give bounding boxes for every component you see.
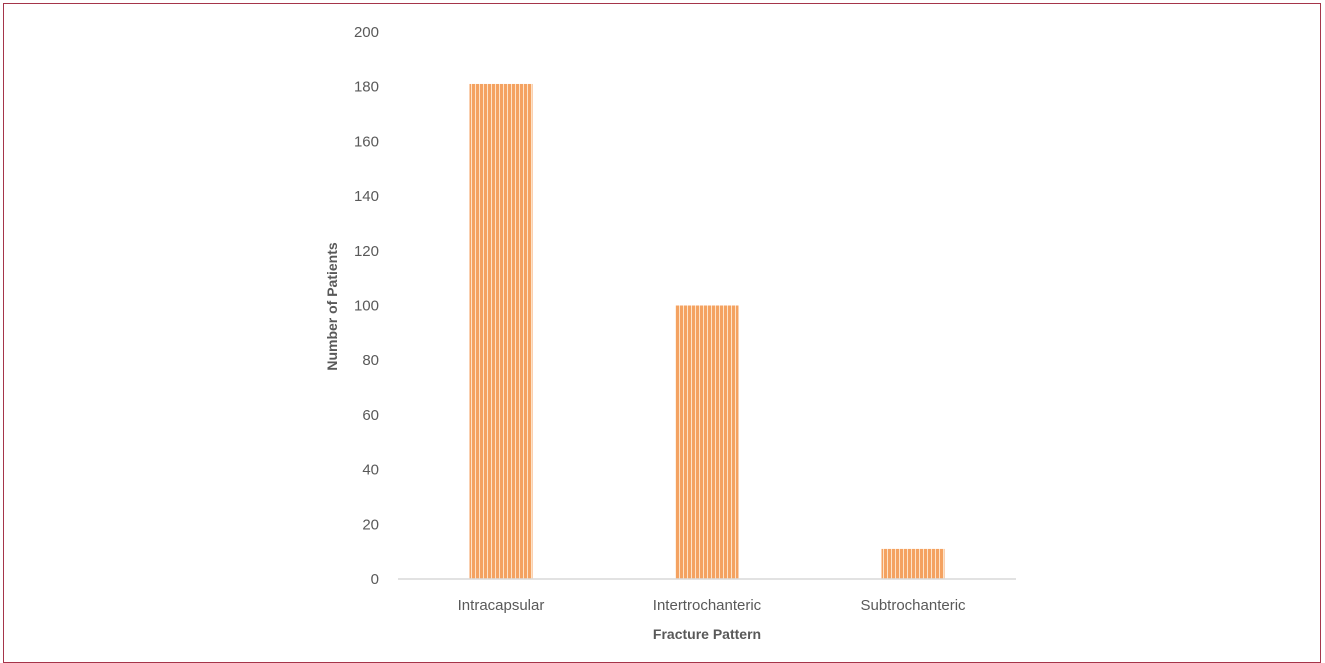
x-tick-label: Subtrochanteric [860,597,966,614]
y-tick-label: 160 [354,133,379,150]
x-tick-label: Intertrochanteric [653,597,762,614]
y-tick-label: 20 [362,516,379,533]
bar-intracapsular [469,83,533,579]
x-axis-title: Fracture Pattern [653,626,761,642]
bars [469,83,945,579]
y-tick-label: 120 [354,243,379,260]
bar-intertrochanteric [675,305,739,579]
y-tick-label: 100 [354,298,379,315]
y-axis-ticks: 0 20 40 60 80 100 120 140 160 180 200 [354,24,379,588]
y-tick-label: 60 [362,407,379,424]
x-axis-labels: Intracapsular Intertrochanteric Subtrochan… [458,597,966,614]
y-tick-label: 180 [354,79,379,96]
y-tick-label: 80 [362,352,379,369]
y-tick-label: 140 [354,188,379,205]
y-tick-label: 200 [354,24,379,41]
y-tick-label: 0 [371,571,379,588]
y-axis-title: Number of Patients [324,242,340,371]
y-tick-label: 40 [362,462,379,479]
bar-subtrochanteric [881,548,945,579]
x-tick-label: Intracapsular [458,597,545,614]
